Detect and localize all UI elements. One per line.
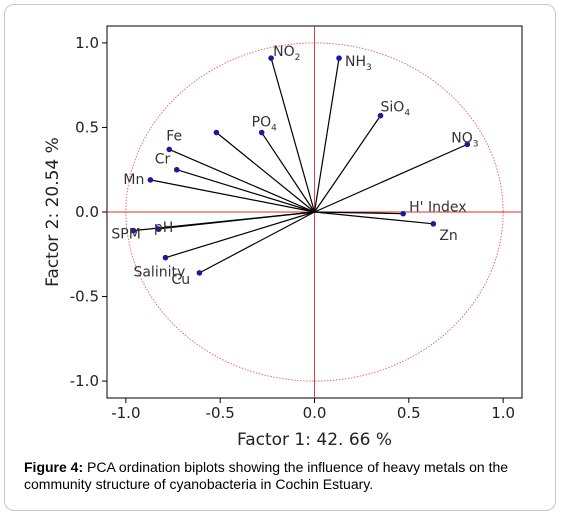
- loading-point: [155, 226, 161, 232]
- caption-label: Figure 4:: [24, 459, 84, 475]
- loading-point: [464, 141, 471, 148]
- x-tick-label: 1.0: [491, 404, 515, 422]
- loading-point: [336, 55, 342, 61]
- x-tick-label: -1.0: [111, 404, 140, 422]
- caption-text: PCA ordination biplots showing the influ…: [24, 459, 509, 492]
- loading-point: [268, 55, 274, 61]
- vector-label: NO3: [451, 130, 478, 149]
- loading-vector: [157, 211, 315, 230]
- loading-vector: [314, 115, 382, 213]
- vector-label: SiO4: [381, 100, 411, 119]
- vector-label: Cr: [155, 152, 171, 168]
- vector-label: H' Index: [409, 200, 466, 216]
- x-axis-title: Factor 1: 42. 66 %: [237, 430, 392, 450]
- y-tick-label: -0.5: [70, 288, 99, 306]
- vector-label: Fe: [166, 128, 182, 144]
- x-tick-label: -0.5: [206, 404, 235, 422]
- loading-point: [130, 227, 137, 234]
- loading-vector: [314, 143, 468, 213]
- loading-vector: [270, 57, 316, 213]
- y-tick-label: 0.0: [75, 203, 99, 221]
- pca-biplot: -1.0 -0.5 0.0 0.5 1.0 1.0 0.5 0.0 -0.5 -1.0 Factor…: [43, 25, 523, 450]
- loading-vector: [216, 132, 315, 213]
- figure-caption: Figure 4: PCA ordination biplots showing…: [24, 459, 544, 493]
- vector-label: Zn: [439, 228, 457, 244]
- vector-label: Cu: [171, 272, 190, 288]
- loading-point: [430, 221, 437, 227]
- loading-point: [258, 129, 265, 136]
- loading-vector: [314, 211, 404, 215]
- loading-vector: [165, 211, 315, 259]
- x-tick-label: 0.0: [303, 404, 327, 422]
- loading-vector: [313, 58, 340, 213]
- vector-label: pH: [154, 220, 173, 236]
- loading-vector: [199, 211, 315, 274]
- loading-vector: [261, 132, 315, 213]
- loading-point: [377, 112, 384, 119]
- vector-label: Mn: [123, 172, 144, 188]
- vector-label: Salinity: [133, 265, 185, 281]
- y-tick-label: 0.5: [75, 118, 99, 136]
- vector-label: NH3: [345, 54, 372, 73]
- loading-vector: [314, 211, 434, 225]
- y-axis-title: Factor 2: 20.54 %: [43, 137, 63, 287]
- y-tick-label: 1.0: [75, 34, 99, 52]
- loading-vector: [176, 169, 315, 213]
- loading-vector: [169, 148, 315, 213]
- loading-vector: [150, 179, 315, 213]
- vector-label: PO4: [252, 115, 277, 134]
- loading-point: [162, 254, 169, 261]
- y-tick-label: -1.0: [70, 372, 99, 390]
- loading-point: [400, 210, 406, 217]
- vector-label: SPM: [111, 227, 140, 243]
- x-tick-label: 0.5: [397, 404, 421, 422]
- loading-point: [147, 177, 154, 183]
- loading-point: [196, 270, 203, 276]
- loading-point: [173, 166, 180, 173]
- vector-label: NO2: [273, 44, 300, 63]
- loading-point: [213, 129, 220, 136]
- loading-point: [166, 146, 173, 153]
